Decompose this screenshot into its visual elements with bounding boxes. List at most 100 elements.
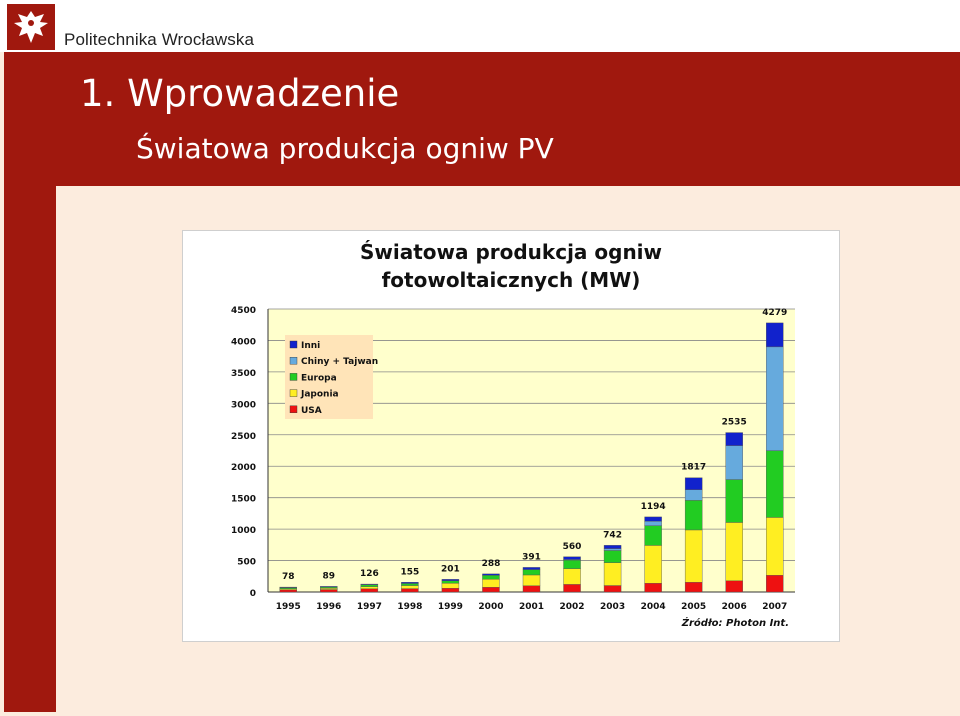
bar-segment-inni (725, 432, 743, 446)
bar-segment-usa (320, 589, 338, 593)
x-tick-label: 1995 (276, 602, 301, 612)
legend-swatch (289, 356, 298, 365)
x-tick-label: 2007 (762, 602, 787, 612)
bar-total-label: 1194 (641, 502, 666, 512)
bar-total-label: 126 (360, 569, 379, 579)
university-name: Politechnika Wrocławska (64, 30, 255, 49)
legend-label: Japonia (300, 390, 339, 400)
bar-segment-europa (603, 550, 622, 563)
y-tick-label: 500 (237, 558, 256, 568)
bar-segment-inni (320, 586, 338, 588)
bar-segment-europa (441, 580, 460, 584)
slide-subtitle: Światowa produkcja ogniw PV (136, 132, 554, 165)
bar-segment-usa (603, 585, 622, 593)
bar-segment-japonia (603, 562, 622, 586)
bar-total-label: 288 (482, 559, 501, 569)
bar-segment-chiny-tajwan (766, 346, 784, 451)
x-tick-label: 1998 (397, 602, 422, 612)
bar-segment-japonia (684, 529, 703, 583)
bar-segment-japonia (482, 578, 500, 588)
legend-swatch (289, 340, 298, 349)
bar-total-label: 1817 (681, 463, 706, 473)
chart-title-line2: fotowoltaicznych (MW) (382, 268, 641, 292)
bar-segment-usa (522, 585, 541, 593)
y-tick-label: 3000 (231, 400, 256, 410)
bar-segment-inni (360, 583, 379, 585)
bar-segment-inni (766, 322, 784, 348)
bar-segment-japonia (401, 585, 419, 589)
legend-swatch (289, 389, 298, 397)
y-tick-label: 4000 (231, 337, 256, 347)
bar-segment-usa (563, 584, 581, 593)
bar-segment-europa (360, 584, 379, 587)
bar-segment-usa (441, 588, 460, 593)
y-tick-label: 0 (250, 589, 256, 599)
bar-segment-europa (401, 583, 419, 586)
bar-segment-japonia (441, 582, 460, 589)
legend-box (285, 335, 373, 419)
bar-segment-usa (644, 583, 662, 593)
legend-label: Chiny + Tajwan (301, 357, 378, 367)
slide-title: 1. Wprowadzenie (80, 72, 400, 115)
x-tick-label: 2002 (560, 602, 585, 612)
bar-segment-inni (522, 567, 541, 570)
y-tick-label: 4500 (231, 306, 256, 316)
legend-swatch (289, 373, 298, 381)
bar-segment-inni (684, 477, 703, 490)
bar-segment-chiny-tajwan (644, 521, 662, 526)
bar-segment-usa (360, 588, 379, 593)
y-tick-label: 1000 (231, 526, 256, 536)
x-tick-label: 2004 (641, 602, 666, 612)
y-tick-label: 1500 (231, 495, 256, 505)
bar-total-label: 4279 (762, 308, 787, 318)
legend-label: USA (301, 406, 322, 416)
bar-segment-japonia (766, 517, 784, 576)
legend-label: Inni (301, 341, 320, 351)
bar-total-label: 155 (400, 567, 419, 577)
bar-segment-inni (644, 516, 662, 522)
bar-segment-usa (766, 575, 784, 593)
bar-segment-europa (482, 575, 500, 580)
bar-segment-europa (563, 559, 581, 569)
legend-swatch (289, 405, 298, 414)
bar-segment-europa (766, 450, 784, 518)
y-tick-label: 2000 (231, 463, 256, 473)
source-note: Źródło: Photon Int. (681, 616, 789, 629)
stacked-bar-chart: Światowa produkcja ogniw fotowoltaicznych… (231, 240, 795, 629)
university-eagle-logo (7, 4, 55, 50)
title-banner: 1. Wprowadzenie Światowa produkcja ogniw… (56, 52, 960, 186)
bar-segment-inni (441, 579, 460, 581)
bar-total-label: 201 (441, 564, 460, 574)
bar-segment-europa (522, 569, 541, 576)
bar-total-label: 89 (323, 571, 336, 581)
x-tick-label: 2006 (722, 602, 747, 612)
x-tick-label: 2000 (478, 602, 503, 612)
chart-title-line1: Światowa produkcja ogniw (360, 240, 662, 264)
bar-total-label: 78 (282, 572, 295, 582)
chart-frame: Światowa produkcja ogniw fotowoltaicznych… (182, 230, 840, 642)
left-red-bar (4, 52, 56, 712)
bar-segment-europa (644, 525, 662, 546)
bar-segment-europa (684, 500, 703, 531)
bar-total-label: 742 (603, 530, 622, 540)
x-tick-label: 2001 (519, 602, 544, 612)
bar-segment-inni (482, 573, 500, 576)
header-strip: Politechnika Wrocławska (0, 0, 960, 52)
x-tick-label: 2003 (600, 602, 625, 612)
x-tick-label: 1996 (316, 602, 341, 612)
x-tick-label: 2005 (681, 602, 706, 612)
bar-total-label: 2535 (722, 418, 747, 428)
bar-segment-chiny-tajwan (725, 445, 743, 480)
bar-segment-europa (725, 479, 743, 523)
y-tick-label: 3500 (231, 369, 256, 379)
bar-segment-japonia (725, 522, 743, 582)
x-tick-label: 1997 (357, 602, 382, 612)
bar-segment-chiny-tajwan (603, 548, 622, 551)
bar-segment-japonia (563, 568, 581, 585)
bar-segment-usa (482, 587, 500, 593)
x-tick-label: 1999 (438, 602, 463, 612)
bar-segment-japonia (644, 545, 662, 584)
bar-segment-japonia (522, 574, 541, 586)
bar-segment-japonia (360, 586, 379, 589)
